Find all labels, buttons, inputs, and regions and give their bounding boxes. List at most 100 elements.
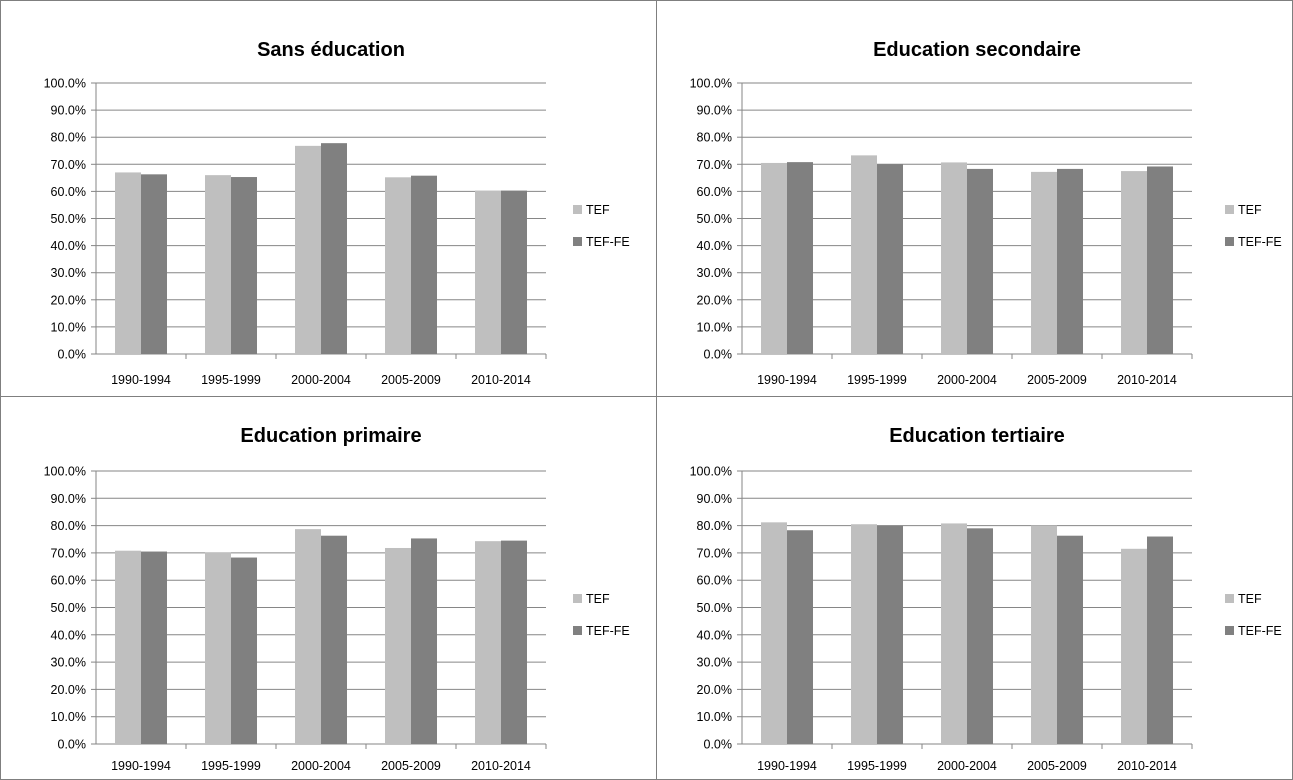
bar-tef-fe-1990-1994	[787, 162, 813, 354]
x-tick-label: 2005-2009	[1027, 759, 1087, 773]
y-tick-label: 100.0%	[690, 77, 732, 91]
chart-panel-education-primaire: Education primaire 0.0% 10.0% 20.0% 30.0% 40.…	[0, 396, 658, 780]
bar-tef-2000-2004	[295, 145, 321, 354]
legend-swatch-tef-fe	[573, 237, 582, 246]
bar-tef-1990-1994	[761, 162, 787, 354]
y-tick-label: 70.0%	[51, 546, 86, 560]
bar-tef-fe-2010-2014	[1147, 536, 1173, 744]
chart-panel-education-secondaire: Education secondaire 0.0% 10.0% 20.0% 30.0% 4…	[656, 0, 1293, 398]
y-tick-label: 90.0%	[51, 104, 86, 118]
legend-label-tef: TEF	[1238, 203, 1262, 217]
bar-tef-2010-2014	[475, 541, 501, 744]
legend-swatch-tef	[573, 594, 582, 603]
legend-swatch-tef-fe	[573, 626, 582, 635]
bar-tef-2000-2004	[295, 529, 321, 744]
x-tick-label: 1990-1994	[111, 373, 171, 387]
chart-title: Sans éducation	[257, 39, 405, 61]
bar-tef-fe-1990-1994	[787, 530, 813, 744]
y-tick-label: 60.0%	[51, 574, 86, 588]
y-tick-label: 40.0%	[51, 239, 86, 253]
legend: TEF TEF-FE	[1225, 592, 1282, 638]
x-tick-label: 2000-2004	[937, 759, 997, 773]
bar-tef-fe-1995-1999	[877, 525, 903, 744]
legend-label-tef: TEF	[1238, 592, 1262, 606]
bar-tef-fe-2010-2014	[1147, 166, 1173, 354]
y-tick-label: 40.0%	[697, 239, 732, 253]
x-tick-label: 2010-2014	[1117, 759, 1177, 773]
y-tick-label: 60.0%	[697, 185, 732, 199]
bar-tef-2010-2014	[1121, 548, 1147, 744]
bar-tef-1990-1994	[115, 550, 141, 744]
x-tick-label: 2010-2014	[471, 759, 531, 773]
legend: TEF TEF-FE	[573, 592, 630, 638]
bar-tef-fe-1995-1999	[877, 164, 903, 354]
y-tick-label: 90.0%	[697, 104, 732, 118]
x-tick-label: 1995-1999	[847, 759, 907, 773]
y-tick-label: 70.0%	[51, 158, 86, 172]
bar-tef-2010-2014	[1121, 171, 1147, 354]
x-tick-label: 1995-1999	[201, 373, 261, 387]
y-tick-label: 20.0%	[51, 683, 86, 697]
x-tick-label: 1990-1994	[757, 759, 817, 773]
chart-svg: Education secondaire 0.0% 10.0% 20.0% 30.0% 4…	[690, 39, 1282, 387]
bar-tef-2005-2009	[1031, 171, 1057, 354]
y-tick-label: 80.0%	[697, 131, 732, 145]
chart-title: Education primaire	[240, 425, 421, 447]
y-tick-label: 100.0%	[44, 465, 86, 479]
y-tick-label: 40.0%	[51, 628, 86, 642]
y-tick-label: 10.0%	[51, 320, 86, 334]
bar-tef-2005-2009	[385, 177, 411, 354]
x-tick-label: 2010-2014	[471, 373, 531, 387]
bar-tef-fe-2005-2009	[1057, 168, 1083, 354]
chart-svg: Education primaire 0.0% 10.0% 20.0% 30.0% 40.…	[44, 425, 630, 773]
legend-swatch-tef	[1225, 205, 1234, 214]
legend-label-tef: TEF	[586, 203, 610, 217]
x-tick-label: 2010-2014	[1117, 373, 1177, 387]
y-tick-label: 10.0%	[697, 320, 732, 334]
legend-label-tef-fe: TEF-FE	[1238, 235, 1282, 249]
y-tick-label: 80.0%	[51, 519, 86, 533]
bar-tef-fe-2000-2004	[967, 528, 993, 744]
bar-tef-fe-1990-1994	[141, 551, 167, 744]
bar-tef-1995-1999	[851, 524, 877, 744]
x-tick-label: 1990-1994	[757, 373, 817, 387]
y-tick-label: 50.0%	[51, 601, 86, 615]
bar-tef-1990-1994	[761, 522, 787, 744]
y-tick-label: 30.0%	[697, 266, 732, 280]
y-tick-label: 0.0%	[58, 348, 87, 362]
chart-title: Education tertiaire	[889, 425, 1065, 447]
bar-tef-1990-1994	[115, 172, 141, 354]
y-tick-label: 30.0%	[51, 266, 86, 280]
y-tick-label: 20.0%	[697, 683, 732, 697]
y-tick-label: 30.0%	[697, 656, 732, 670]
legend-swatch-tef	[1225, 594, 1234, 603]
y-tick-label: 70.0%	[697, 546, 732, 560]
bar-tef-1995-1999	[205, 552, 231, 744]
x-tick-label: 1995-1999	[847, 373, 907, 387]
bar-tef-fe-2010-2014	[501, 190, 527, 354]
x-tick-label: 2005-2009	[381, 759, 441, 773]
bar-tef-2005-2009	[385, 547, 411, 744]
y-tick-label: 90.0%	[697, 492, 732, 506]
y-tick-label: 0.0%	[704, 738, 733, 752]
bar-tef-2000-2004	[941, 162, 967, 354]
y-tick-label: 10.0%	[51, 710, 86, 724]
y-tick-label: 50.0%	[51, 212, 86, 226]
bar-tef-fe-2005-2009	[411, 538, 437, 744]
y-tick-label: 50.0%	[697, 212, 732, 226]
legend-label-tef-fe: TEF-FE	[1238, 624, 1282, 638]
legend-swatch-tef	[573, 205, 582, 214]
bar-tef-fe-2005-2009	[411, 175, 437, 354]
bar-tef-1995-1999	[851, 155, 877, 354]
y-tick-label: 40.0%	[697, 628, 732, 642]
x-tick-label: 1990-1994	[111, 759, 171, 773]
x-tick-label: 2005-2009	[1027, 373, 1087, 387]
bar-tef-2000-2004	[941, 523, 967, 744]
bar-tef-fe-1995-1999	[231, 177, 257, 354]
y-tick-label: 80.0%	[697, 519, 732, 533]
bar-tef-fe-1995-1999	[231, 557, 257, 744]
y-tick-label: 60.0%	[697, 574, 732, 588]
chart-panel-sans-education: Sans éducation 0.0% 10.0% 20.0% 30.0% 40.0% 50…	[0, 0, 658, 398]
y-tick-label: 100.0%	[44, 77, 86, 91]
